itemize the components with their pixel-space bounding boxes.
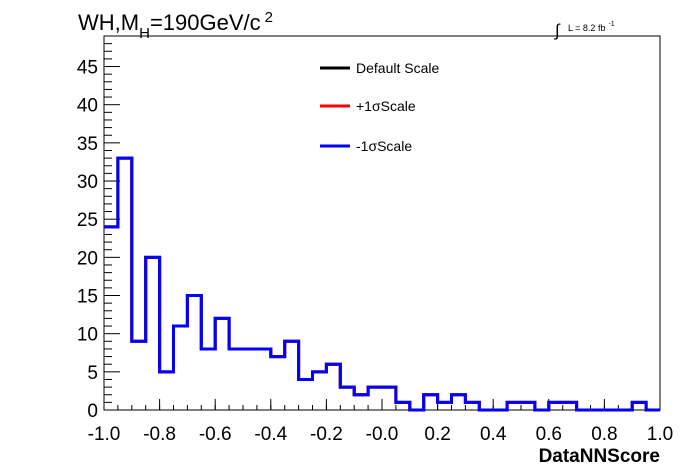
chart-title: WH,MH=190GeV/c 2 [78, 9, 273, 42]
y-axis-ticks [104, 35, 120, 411]
x-tick-label: -0.8 [143, 424, 176, 445]
x-axis-tick-labels: -1.0 -0.8 -0.6 -0.4 -0.2 -0.0 0.2 0.4 0.6 0.8 1.0 [88, 424, 674, 445]
x-tick-label: -0.6 [199, 424, 232, 445]
y-tick-label: 10 [77, 325, 98, 346]
y-tick-label: 25 [77, 210, 98, 231]
x-tick-label: 0.2 [424, 424, 450, 445]
x-tick-label: -0.0 [366, 424, 399, 445]
y-tick-label: 40 [77, 96, 98, 117]
y-tick-label: 0 [87, 401, 98, 422]
legend-label-default-scale: Default Scale [356, 60, 439, 76]
x-tick-label: -0.4 [254, 424, 287, 445]
y-tick-label: 45 [77, 58, 98, 79]
legend-label-minus-1sigma-scale: -1σScale [356, 138, 412, 154]
y-tick-label: 30 [77, 172, 98, 193]
chart-title-superscript: 2 [265, 9, 273, 26]
x-tick-label: 0.4 [480, 424, 507, 445]
x-tick-label: 0.8 [591, 424, 617, 445]
luminosity-label: L = 8.2 fb -1 [568, 21, 615, 33]
y-tick-label: 15 [77, 287, 98, 308]
chart-title-main: WH,M [78, 10, 139, 35]
luminosity-text: L = 8.2 fb [568, 23, 605, 33]
luminosity-integral-symbol: ∫ [554, 21, 561, 40]
x-tick-label: 0.6 [536, 424, 562, 445]
y-axis-tick-labels: 0 5 10 15 20 25 30 35 40 45 [77, 58, 98, 422]
chart-title-rest: =190GeV/c [150, 10, 261, 35]
x-tick-label: -1.0 [88, 424, 121, 445]
chart-title-subscript: H [139, 25, 150, 42]
legend-label-plus-1sigma-scale: +1σScale [356, 98, 416, 114]
x-tick-label: -0.2 [310, 424, 343, 445]
series-line-2 [104, 156, 660, 412]
y-tick-label: 35 [77, 134, 98, 155]
x-axis-label: DataNNScore [539, 446, 660, 467]
histogram-series [104, 156, 660, 412]
y-tick-label: 5 [87, 363, 98, 384]
x-tick-label: 1.0 [647, 424, 673, 445]
y-tick-label: 20 [77, 248, 98, 269]
legend: Default Scale +1σScale -1σScale [320, 60, 439, 154]
luminosity-superscript: -1 [608, 21, 614, 28]
